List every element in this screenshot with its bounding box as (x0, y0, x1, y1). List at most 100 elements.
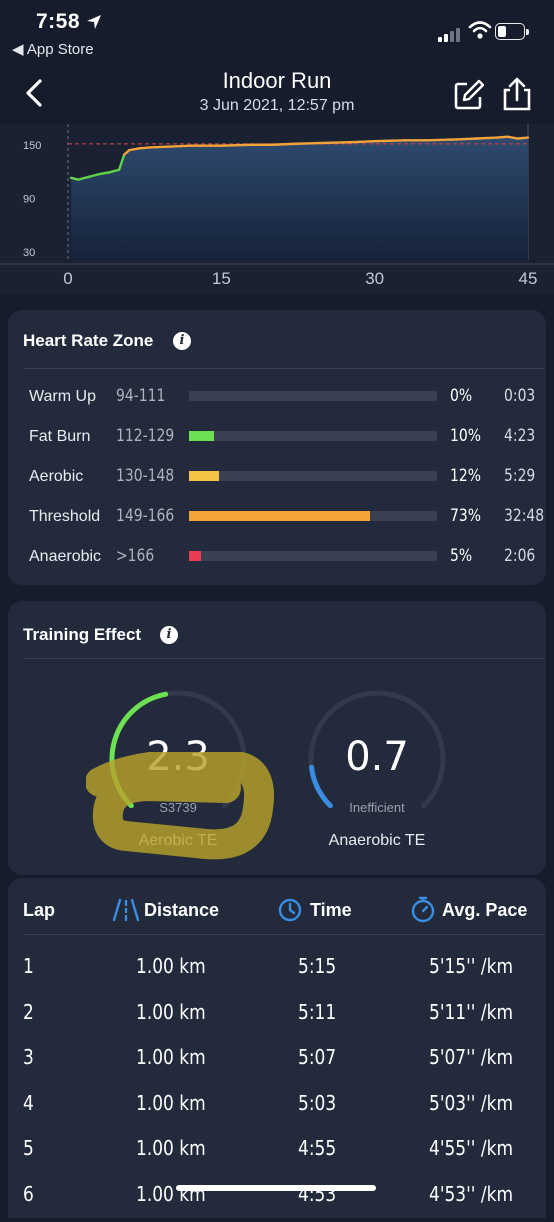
hr-line-segment (128, 147, 141, 152)
training-effect-title: Training Effect (23, 625, 142, 644)
zone-bar-fill (189, 511, 371, 521)
x-tick-label: 30 (365, 269, 384, 288)
anaerobic-te-label: Anaerobic TE (328, 832, 426, 849)
lap-pace: 5'03'' /km (429, 1090, 514, 1115)
page-subtitle: 3 Jun 2021, 12:57 pm (199, 97, 355, 114)
lap-row[interactable]: 5 1.00 km 4:55 4'55'' /km (8, 1136, 546, 1176)
hr-line-segment (373, 139, 407, 143)
zone-name: Anaerobic (29, 548, 102, 565)
lap-number: 3 (23, 1045, 34, 1069)
lap-time: 4:55 (298, 1136, 337, 1160)
divider (23, 658, 544, 659)
back-to-app-store[interactable]: ◀ App Store (12, 41, 94, 58)
hr-line-segment (69, 176, 80, 181)
hr-line-segment (496, 135, 509, 139)
back-chevron-icon[interactable] (20, 78, 50, 108)
time-header: Time (310, 900, 352, 920)
lap-pace: 4'55'' /km (429, 1136, 514, 1160)
zone-bar-track (189, 471, 437, 481)
zone-range: 149-166 (116, 506, 175, 526)
status-time: 7:58 (36, 10, 81, 33)
stopwatch-icon (411, 896, 435, 923)
lap-pace: 4'53'' /km (429, 1181, 514, 1206)
aerobic-te-status: S3739 (159, 800, 197, 815)
hr-line-segment (475, 136, 499, 140)
hr-line-segment (516, 136, 530, 140)
zone-percent: 73% (450, 506, 481, 526)
lap-number: 6 (23, 1181, 34, 1206)
lap-distance: 1.00 km (136, 999, 206, 1024)
zone-row: Aerobic 130-148 12% 5:29 (8, 466, 546, 508)
zone-bar-track (189, 511, 437, 521)
lap-distance: 1.00 km (136, 1136, 206, 1160)
wifi-icon (468, 21, 492, 39)
info-icon[interactable]: i (173, 332, 191, 350)
clock-icon (278, 898, 302, 922)
zone-bar-fill (189, 471, 219, 481)
hr-line-segment (506, 135, 519, 140)
hr-line-segment (97, 171, 111, 176)
heart-rate-zone-title: Heart Rate Zone (23, 331, 154, 350)
x-tick-label: 0 (63, 269, 72, 288)
edit-icon[interactable] (452, 78, 486, 112)
anaerobic-te-value: 0.7 (345, 734, 409, 780)
zone-bar-track (189, 431, 437, 441)
hr-line-segment (87, 173, 100, 179)
zone-row: Fat Burn 112-129 10% 4:23 (8, 426, 546, 468)
zone-name: Warm Up (29, 388, 96, 405)
x-tick-label: 15 (212, 269, 231, 288)
zone-range: 112-129 (116, 426, 175, 446)
zone-percent: 10% (450, 426, 481, 446)
y-tick-label: 30 (23, 247, 35, 259)
lap-time: 5:07 (298, 1045, 337, 1069)
lap-number: 2 (23, 999, 34, 1024)
hr-line-segment (455, 137, 479, 141)
hr-line-segment (424, 138, 458, 142)
avg-pace-header: Avg. Pace (442, 900, 528, 920)
divider (23, 368, 544, 369)
road-icon (113, 898, 139, 922)
hr-line-segment (322, 140, 356, 145)
anaerobic-te-status: Inefficient (349, 800, 405, 815)
zone-time: 2:06 (504, 546, 536, 566)
home-indicator (176, 1185, 376, 1191)
zone-range: >166 (116, 546, 155, 566)
lap-time: 5:11 (298, 999, 337, 1024)
lap-header: Lap (23, 900, 56, 920)
location-arrow-icon (87, 15, 101, 29)
heart-rate-chart: 150 90 30 0 15 30 45 (0, 124, 554, 294)
cellular-signal-icon (438, 26, 462, 42)
hr-line-segment (148, 145, 172, 149)
zone-bar-track (189, 551, 437, 561)
zone-name: Threshold (29, 508, 101, 525)
lap-distance: 1.00 km (136, 1045, 206, 1069)
share-icon[interactable] (500, 76, 534, 112)
highlight-annotation (86, 752, 274, 860)
hr-line-segment (353, 139, 376, 144)
y-tick-label: 90 (23, 193, 35, 205)
lap-number: 4 (23, 1090, 34, 1115)
battery-icon (495, 23, 531, 42)
lap-time: 5:03 (298, 1090, 337, 1115)
lap-row[interactable]: 3 1.00 km 5:07 5'07'' /km (8, 1045, 546, 1085)
hr-line-segment (220, 143, 254, 147)
lap-distance: 1.00 km (136, 954, 206, 978)
lap-row[interactable]: 1 1.00 km 5:15 5'15'' /km (8, 954, 546, 994)
zone-range: 130-148 (116, 466, 175, 486)
hr-line-segment (107, 168, 121, 174)
page-title: Indoor Run (222, 68, 332, 93)
zone-time: 32:48 (504, 506, 545, 526)
info-icon[interactable]: i (160, 626, 178, 644)
distance-header: Distance (144, 900, 220, 920)
lap-distance: 1.00 km (136, 1090, 206, 1115)
hr-line-segment (77, 175, 90, 181)
lap-number: 1 (23, 954, 34, 978)
zone-row: Anaerobic >166 5% 2:06 (8, 546, 546, 588)
zone-name: Fat Burn (29, 428, 91, 445)
lap-row[interactable]: 4 1.00 km 5:03 5'03'' /km (8, 1091, 546, 1131)
zone-range: 94-111 (116, 386, 166, 406)
hr-line-segment (117, 153, 126, 171)
zone-time: 4:23 (504, 426, 536, 446)
zone-bar-fill (189, 551, 202, 561)
lap-row[interactable]: 2 1.00 km 5:11 5'11'' /km (8, 1000, 546, 1040)
